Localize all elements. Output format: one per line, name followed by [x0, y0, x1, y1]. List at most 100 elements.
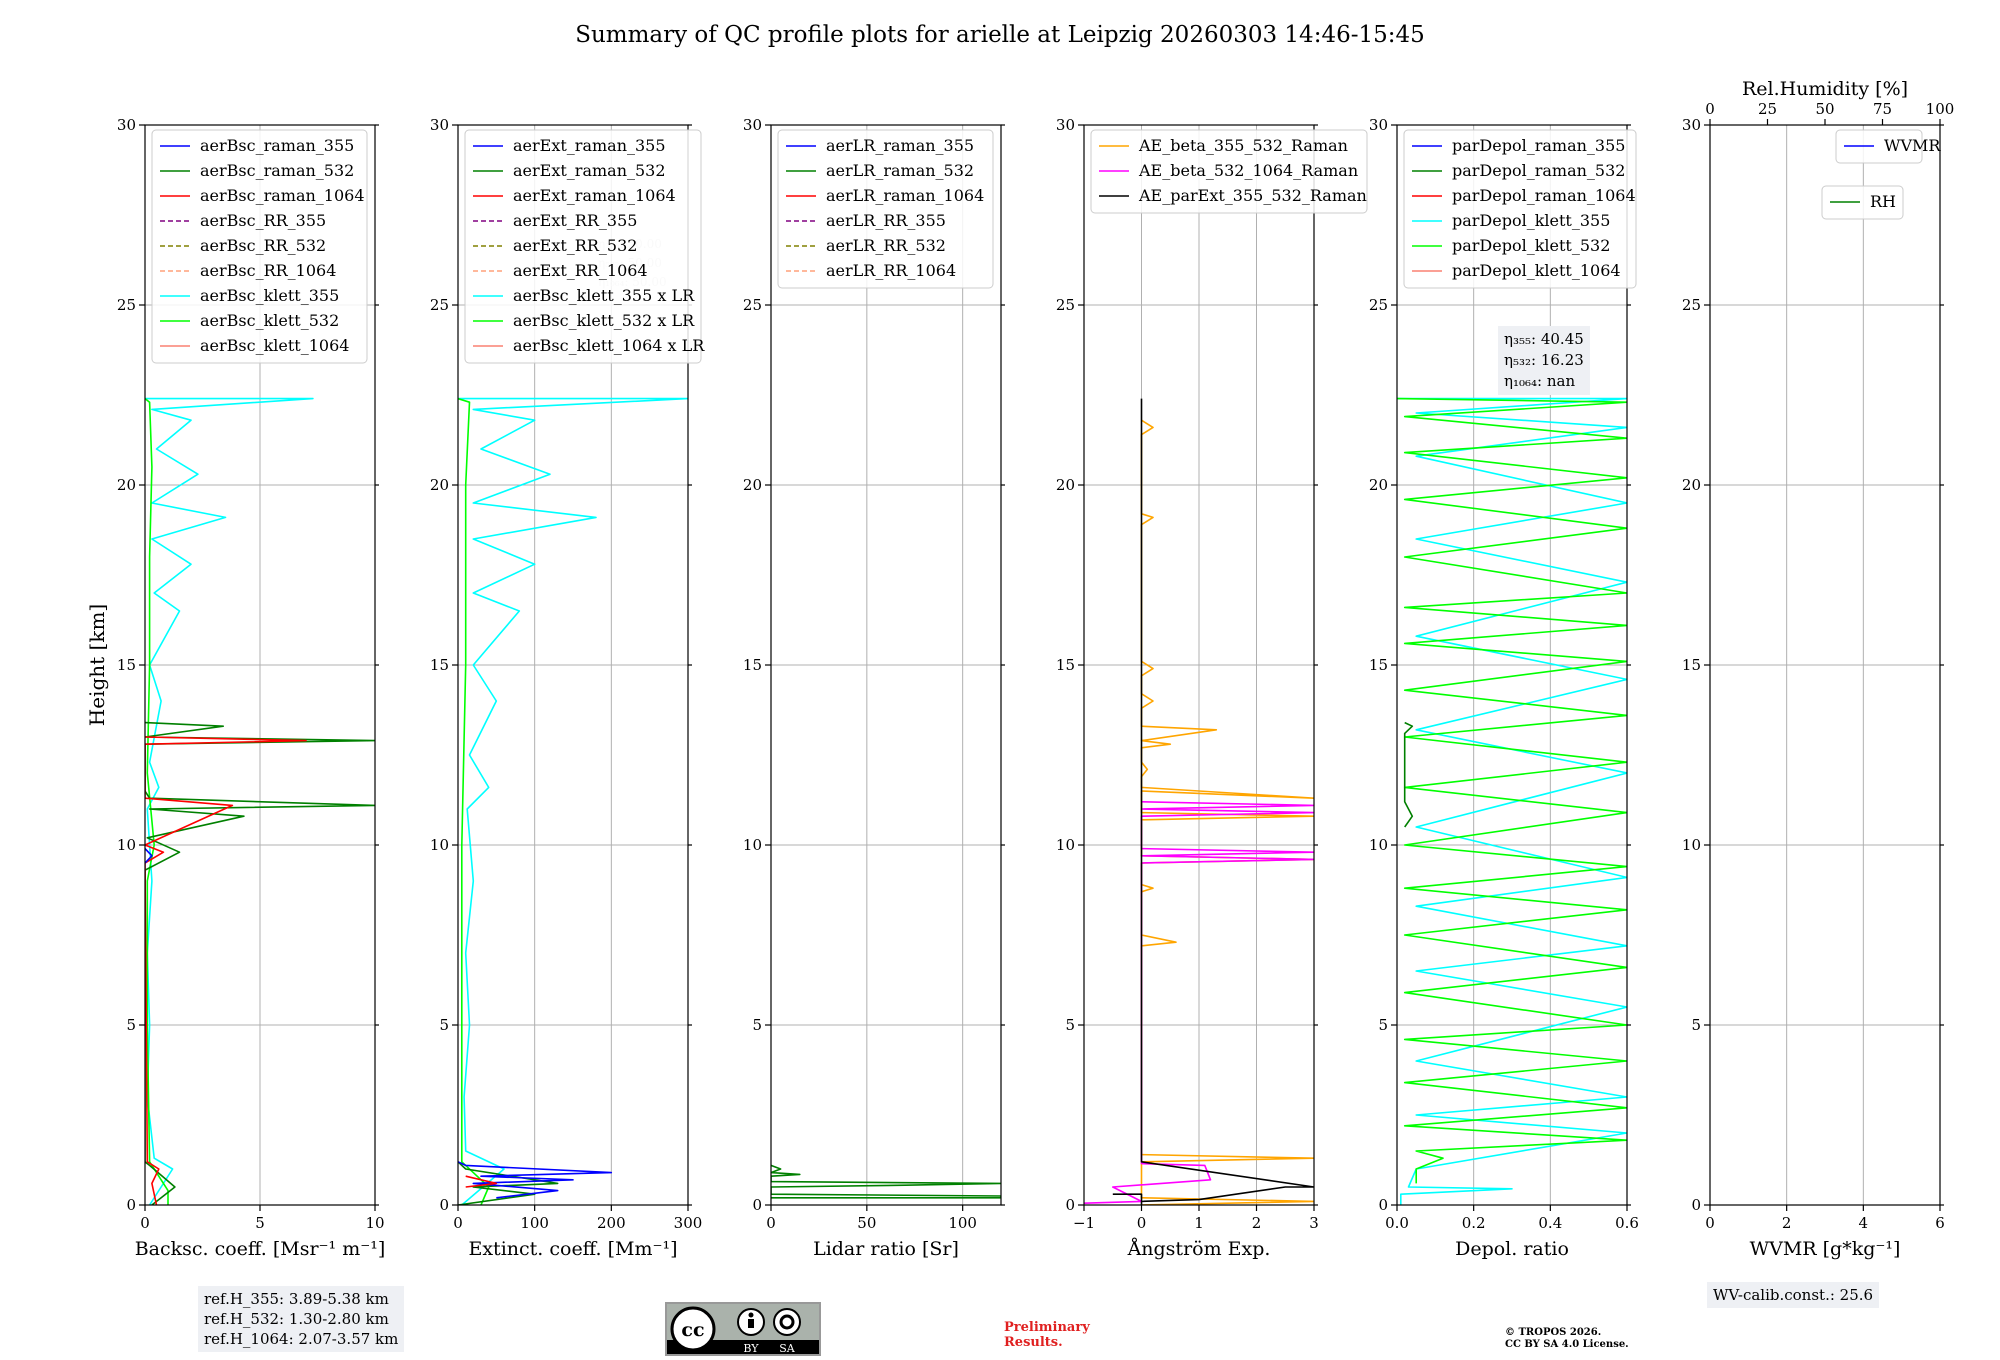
preliminary-line-1: Preliminary: [1004, 1320, 1090, 1335]
eta-355: η₃₅₅: 40.45: [1504, 330, 1584, 348]
series-aerBsc_klett_355: [145, 397, 314, 1205]
y-tick-label: 20: [743, 476, 762, 494]
y-tick-label: 10: [430, 836, 449, 854]
legend-label: aerLR_RR_355: [826, 211, 946, 230]
y-tick-label: 0: [439, 1196, 449, 1214]
series-AE_parExt_355_532_Raman: [1112, 398, 1314, 1205]
y-tick-label: 30: [430, 116, 449, 134]
x-tick-label: 300: [674, 1214, 703, 1232]
y-tick-label: 30: [117, 116, 136, 134]
legend: parDepol_raman_355 parDepol_raman_532 parD…: [1403, 129, 1637, 289]
cc-icon: cc: [681, 1319, 704, 1341]
y-tick-label: 5: [1065, 1016, 1075, 1034]
legend: aerExt_raman_355 aerExt_raman_532 aerExt_r…: [464, 129, 705, 364]
y-tick-label: 30: [1369, 116, 1388, 134]
y-tick-label: 10: [117, 836, 136, 854]
legend: aerBsc_raman_355 aerBsc_raman_532 aerBsc_r…: [151, 129, 368, 364]
series-aerExt_raman_1064: [465, 1175, 498, 1188]
legend-label: parDepol_klett_355: [1452, 211, 1610, 230]
legend-label: parDepol_raman_532: [1452, 161, 1625, 180]
x-tick-label: −1: [1073, 1214, 1095, 1232]
y-tick-label: 10: [743, 836, 762, 854]
series-AE_beta_532_1064_Raman: [1084, 801, 1314, 1204]
y-tick-label: 25: [743, 296, 762, 314]
legend-label: aerLR_RR_1064: [826, 261, 956, 280]
y-tick-label: 15: [1369, 656, 1388, 674]
y-tick-label: 10: [1682, 836, 1701, 854]
y-tick-label: 25: [1056, 296, 1075, 314]
x-tick-label: 1: [1194, 1214, 1204, 1232]
y-tick-label: 5: [1378, 1016, 1388, 1034]
series-aerExt_raman_532: [458, 1161, 559, 1205]
y-tick-label: 25: [1369, 296, 1388, 314]
legend-box: [1090, 129, 1368, 214]
y-tick-label: 25: [430, 296, 449, 314]
legend-label: aerLR_raman_532: [826, 161, 974, 180]
x-tick-label: 200: [597, 1214, 626, 1232]
x-axis-label: WVMR [g*kg⁻¹]: [1750, 1238, 1901, 1260]
eta-532: η₅₃₂: 16.23: [1504, 351, 1584, 369]
x-tick-label: 0.6: [1615, 1214, 1639, 1232]
y-tick-label: 15: [1056, 656, 1075, 674]
legend-rh: RH: [1821, 185, 1904, 220]
panel-bsc: 0 5 10 15 20 25 30 0 5 10 Backsc. coeff. [Msr⁻¹ m⁻…: [117, 116, 385, 1260]
eta-1064: η₁₀₆₄: nan: [1504, 372, 1576, 390]
legend-label: aerLR_raman_1064: [826, 186, 984, 205]
legend-box: [1403, 129, 1637, 289]
x-axis-label: Depol. ratio: [1455, 1238, 1569, 1260]
y-tick-label: 20: [1682, 476, 1701, 494]
legend-label: parDepol_klett_1064: [1452, 261, 1621, 280]
panel-depol: 0 5 10 15 20 25 30 0.0 0.2 0.4 0.6 Depol. ratio parD…: [1369, 116, 1639, 1260]
series-parDepol_klett_532: [1397, 397, 1627, 1184]
legend-box: [777, 129, 994, 289]
legend-label: parDepol_raman_355: [1452, 136, 1625, 155]
x-tick-label: 100: [520, 1214, 549, 1232]
legend-label: AE_beta_532_1064_Raman: [1138, 161, 1358, 180]
sa-share-icon: [773, 1308, 801, 1336]
x-axis-label: Lidar ratio [Sr]: [813, 1238, 959, 1260]
x-tick-label: 0.2: [1462, 1214, 1486, 1232]
y-tick-label: 20: [430, 476, 449, 494]
legend-wvmr: WVMR: [1835, 129, 1941, 164]
legend-label: aerBsc_RR_355: [200, 211, 326, 230]
legend-label: aerBsc_klett_355 x LR: [513, 286, 695, 305]
y-tick-label: 5: [1691, 1016, 1701, 1034]
series-group: [1397, 397, 1627, 1205]
x-axis-label: Extinct. coeff. [Mm⁻¹]: [468, 1238, 677, 1260]
top-tick-label: 100: [1926, 100, 1955, 118]
legend-label: aerBsc_klett_355: [200, 286, 339, 305]
reference-height-box: ref.H_355: 3.89-5.38 km ref.H_532: 1.30-…: [198, 1286, 405, 1352]
y-tick-label: 0: [126, 1196, 136, 1214]
y-tick-label: 0: [1065, 1196, 1075, 1214]
legend-label: aerExt_raman_355: [513, 136, 666, 155]
y-tick-label: 20: [1369, 476, 1388, 494]
legend-label: parDepol_raman_1064: [1452, 186, 1636, 205]
x-tick-label: 100: [948, 1214, 977, 1232]
top-axis-label: Rel.Humidity [%]: [1742, 78, 1908, 100]
copyright-note: © TROPOS 2026. CC BY SA 4.0 License.: [1505, 1327, 1629, 1351]
legend-label: aerBsc_klett_532 x LR: [513, 311, 695, 330]
y-tick-label: 15: [117, 656, 136, 674]
x-tick-label: 3: [1309, 1214, 1319, 1232]
cc-license-badge[interactable]: cc BY SA: [665, 1302, 821, 1356]
x-axis-label: Ångström Exp.: [1127, 1238, 1271, 1260]
x-tick-label: 0.0: [1385, 1214, 1409, 1232]
legend-label: aerBsc_klett_1064 x LR: [513, 336, 705, 355]
series-aerBsc_raman_1064: [145, 736, 307, 1205]
series-aerExt_raman_355: [458, 1161, 613, 1199]
legend-label: AE_beta_355_532_Raman: [1138, 136, 1348, 155]
series-group: [771, 1164, 1001, 1199]
y-tick-label: 15: [430, 656, 449, 674]
legend-box: [1821, 185, 1904, 220]
ref-height-1064: ref.H_1064: 2.07-3.57 km: [204, 1330, 399, 1348]
legend-box: [1835, 129, 1923, 164]
y-tick-label: 20: [1056, 476, 1075, 494]
legend-label: aerBsc_klett_532: [200, 311, 339, 330]
series-group: [1084, 398, 1314, 1205]
x-axis-label: Backsc. coeff. [Msr⁻¹ m⁻¹]: [135, 1238, 386, 1260]
legend-label: aerExt_raman_1064: [513, 186, 676, 205]
wv-calib-const: WV-calib.const.: 25.6: [1713, 1286, 1874, 1304]
y-tick-label: 10: [1056, 836, 1075, 854]
